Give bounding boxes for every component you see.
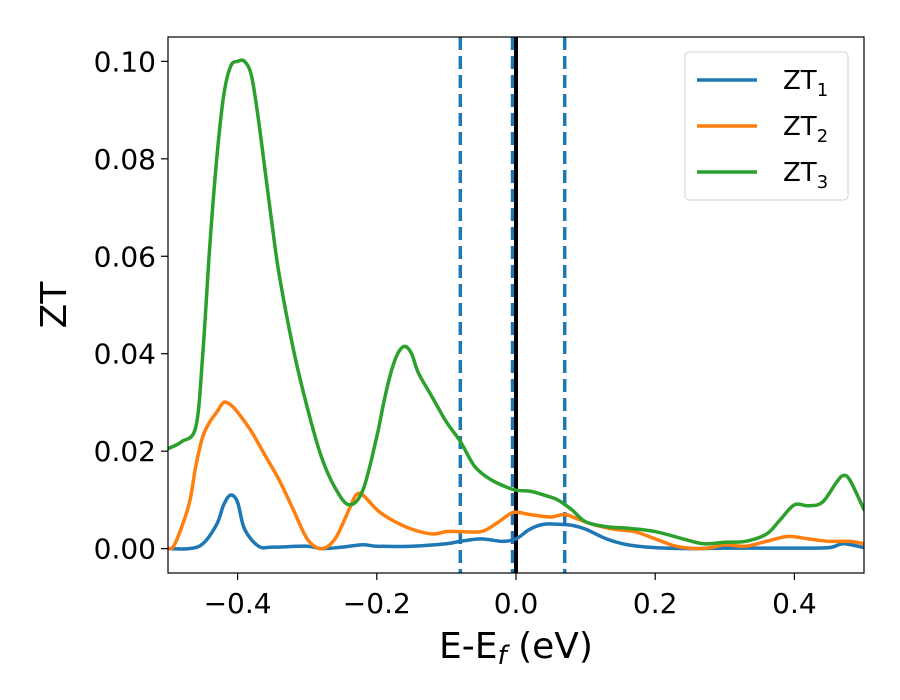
legend-box (684, 51, 849, 201)
series-line-zt3 (168, 58, 864, 546)
legend-label-zt1: ZT1 (783, 66, 828, 101)
y-tick-label: 0.00 (94, 533, 156, 566)
x-axis-ticks: −0.4 −0.2 0.0 0.2 0.4 (204, 573, 817, 620)
y-tick-label: 0.06 (94, 240, 156, 273)
legend-label-zt3: ZT3 (783, 158, 828, 193)
legend: ZT1 ZT2 ZT3 (684, 51, 849, 201)
x-tick-label: 0.2 (633, 587, 678, 620)
x-tick-label: 0.0 (494, 587, 539, 620)
x-tick-label: 0.4 (772, 587, 817, 620)
vertical-reference-lines (458, 37, 567, 573)
y-tick-label: 0.08 (94, 143, 156, 176)
x-axis-title: E-Ef (eV) (439, 626, 593, 671)
y-axis-ticks: 0.00 0.02 0.04 0.06 0.08 0.10 (94, 45, 168, 566)
series-layer (168, 58, 864, 551)
y-tick-label: 0.10 (94, 45, 156, 78)
y-tick-label: 0.02 (94, 435, 156, 468)
series-line-zt2 (168, 400, 864, 551)
y-tick-label: 0.04 (94, 338, 156, 371)
legend-label-zt2: ZT2 (783, 112, 828, 147)
x-tick-label: −0.2 (343, 587, 411, 620)
x-tick-label: −0.4 (204, 587, 272, 620)
y-axis-title: ZT (34, 281, 75, 329)
